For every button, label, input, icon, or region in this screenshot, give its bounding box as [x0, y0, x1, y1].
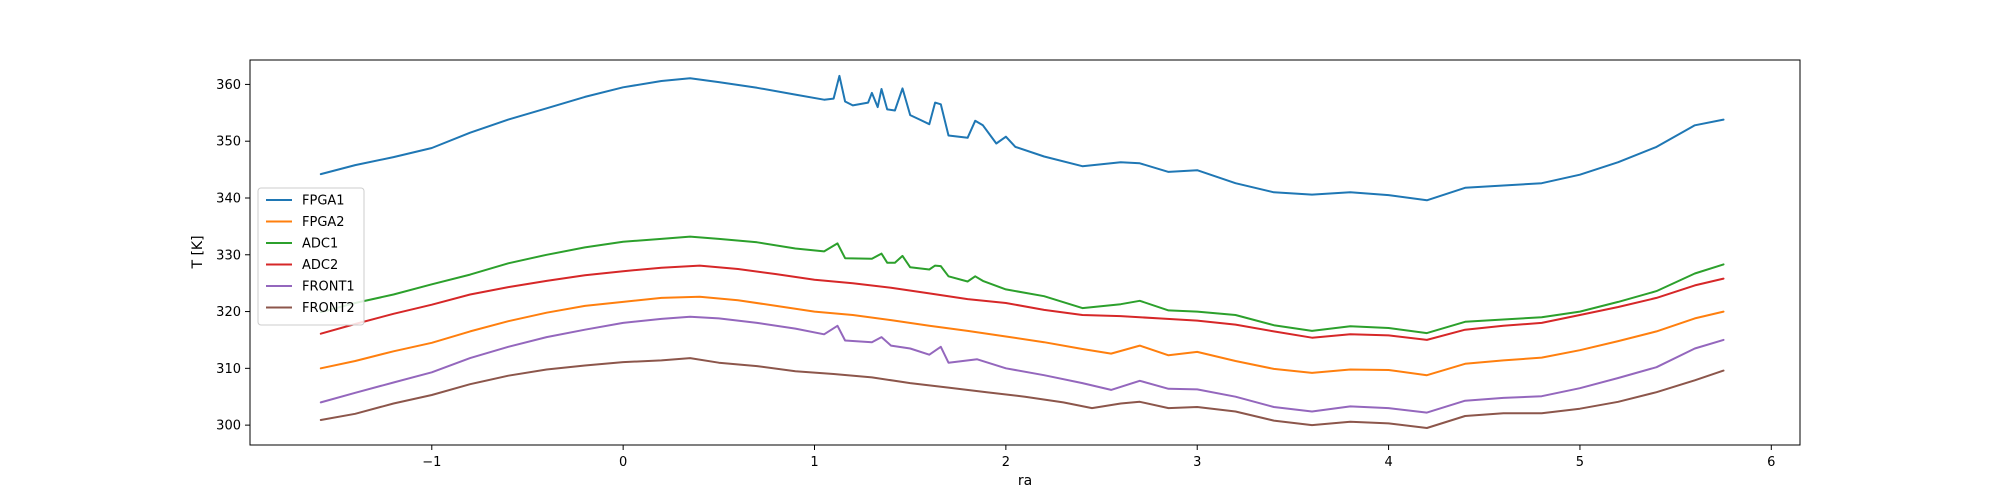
x-tick-label: 6 — [1767, 455, 1775, 470]
x-axis-label: ra — [1018, 473, 1032, 489]
legend: FPGA1 FPGA2 ADC1 ADC2 FRONT1 FRONT2 — [257, 187, 365, 326]
series-line-front2 — [319, 357, 1725, 429]
y-tick-label: 350 — [216, 135, 241, 150]
x-tick-label: 1 — [810, 455, 818, 470]
plot-area — [249, 59, 1801, 446]
series-line-front1 — [319, 315, 1725, 414]
y-axis: 300 310 320 330 340 350 360 — [216, 78, 250, 434]
series-line-fpga2 — [319, 295, 1725, 377]
y-tick-label: 320 — [216, 305, 241, 320]
legend-label-adc2: ADC2 — [302, 258, 338, 273]
series-line-fpga1 — [319, 74, 1725, 202]
plot-frame — [249, 59, 1801, 446]
y-tick-label: 330 — [216, 248, 241, 263]
x-tick-label: 4 — [1384, 455, 1392, 470]
y-axis-label: T [K] — [190, 235, 206, 269]
y-tick-label: 360 — [216, 78, 241, 93]
series-line-adc2 — [319, 264, 1725, 341]
x-tick-label: −1 — [422, 455, 441, 470]
legend-label-front1: FRONT1 — [302, 280, 355, 295]
legend-label-fpga1: FPGA1 — [302, 194, 345, 209]
x-tick-label: 5 — [1576, 455, 1584, 470]
x-tick-label: 3 — [1193, 455, 1201, 470]
legend-label-front2: FRONT2 — [302, 301, 355, 316]
series-line-adc1 — [319, 235, 1725, 335]
series-layer — [319, 74, 1725, 429]
legend-label-fpga2: FPGA2 — [302, 215, 345, 230]
y-tick-label: 300 — [216, 419, 241, 434]
x-tick-label: 2 — [1002, 455, 1010, 470]
x-axis: −1 0 1 2 3 4 5 6 — [422, 445, 1775, 470]
x-tick-label: 0 — [619, 455, 627, 470]
legend-label-adc1: ADC1 — [302, 237, 338, 252]
y-tick-label: 310 — [216, 362, 241, 377]
y-tick-label: 340 — [216, 191, 241, 206]
